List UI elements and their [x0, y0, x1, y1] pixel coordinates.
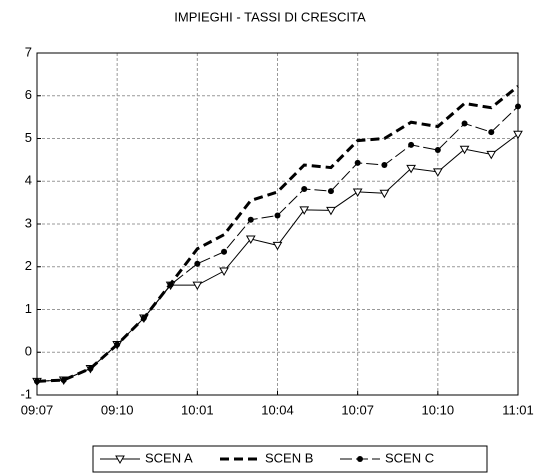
- marker: [513, 130, 523, 140]
- marker: [327, 188, 334, 195]
- marker: [140, 315, 147, 322]
- marker: [432, 168, 443, 177]
- x-tick-label: 10:07: [341, 402, 374, 417]
- marker: [192, 281, 203, 291]
- legend-label: SCEN C: [385, 450, 434, 465]
- x-tick-label: 10:01: [181, 402, 214, 417]
- marker: [488, 129, 495, 136]
- marker: [381, 162, 388, 169]
- marker: [219, 267, 229, 277]
- marker: [247, 216, 254, 223]
- y-tick-label: 7: [25, 44, 32, 59]
- x-tick-label: 10:10: [422, 402, 455, 417]
- chart-title: IMPIEGHI - TASSI DI CRESCITA: [174, 9, 366, 24]
- marker: [34, 378, 40, 385]
- marker: [115, 455, 125, 465]
- marker: [459, 145, 470, 155]
- marker: [301, 185, 308, 192]
- marker: [406, 164, 416, 174]
- marker: [274, 212, 281, 219]
- marker: [515, 103, 521, 110]
- marker: [245, 235, 256, 244]
- marker: [299, 206, 310, 215]
- marker: [194, 260, 201, 267]
- marker: [221, 248, 228, 255]
- y-tick-label: 4: [25, 173, 32, 188]
- x-tick-label: 09:07: [21, 402, 54, 417]
- marker: [434, 147, 441, 154]
- y-tick-label: 3: [25, 215, 32, 230]
- legend-box: [92, 445, 488, 473]
- y-tick-label: 5: [25, 130, 32, 145]
- legend-label: SCEN A: [145, 450, 193, 465]
- x-tick-label: 09:10: [101, 402, 134, 417]
- x-tick-label: 10:04: [261, 402, 294, 417]
- marker: [87, 365, 94, 372]
- marker: [326, 206, 336, 216]
- legend-label: SCEN B: [265, 450, 313, 465]
- marker: [272, 241, 283, 251]
- marker: [357, 456, 363, 462]
- marker: [379, 189, 390, 199]
- marker: [114, 341, 121, 348]
- y-tick-label: 1: [25, 301, 32, 316]
- y-tick-label: 0: [25, 344, 32, 359]
- marker: [60, 377, 67, 384]
- marker: [408, 141, 415, 148]
- marker: [486, 150, 497, 160]
- marker: [354, 159, 361, 166]
- y-tick-label: 2: [25, 258, 32, 273]
- marker: [352, 188, 363, 197]
- legend: SCEN A SCEN B SCEN C: [92, 445, 488, 473]
- x-tick-label: 11:01: [502, 402, 534, 417]
- y-tick-label: -1: [20, 386, 32, 401]
- y-tick-label: 6: [25, 87, 32, 102]
- marker: [461, 120, 468, 127]
- plot-frame: [36, 52, 519, 396]
- marker: [167, 281, 174, 288]
